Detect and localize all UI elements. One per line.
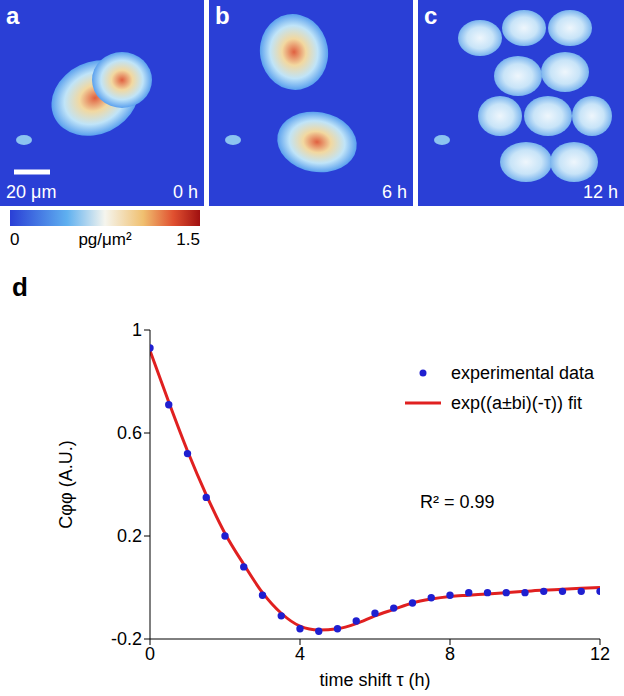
svg-text:time shift τ (h): time shift τ (h): [319, 670, 430, 690]
svg-text:12 h: 12 h: [583, 182, 618, 202]
svg-text:1.5: 1.5: [176, 230, 200, 249]
svg-text:b: b: [215, 2, 230, 29]
svg-text:0: 0: [145, 644, 155, 664]
svg-text:1: 1: [132, 320, 142, 340]
svg-text:0.6: 0.6: [117, 423, 142, 443]
svg-text:Cφφ (A.U.): Cφφ (A.U.): [56, 440, 76, 528]
html-text:exp((a±bi)(-τ)) fit: exp((a±bi)(-τ)) fit: [450, 392, 582, 413]
svg-text:12: 12: [590, 644, 610, 664]
html-text:experimental data: experimental data: [450, 362, 594, 383]
svg-text:20 μm: 20 μm: [6, 182, 56, 202]
svg-text:0 h: 0 h: [173, 182, 198, 202]
html-text:R² = 0.99: R² = 0.99: [420, 492, 495, 512]
html-text:d: d: [12, 272, 28, 302]
svg-text:pg/μm²: pg/μm²: [78, 230, 132, 249]
svg-text:4: 4: [295, 644, 305, 664]
svg-text:0.2: 0.2: [117, 526, 142, 546]
svg-text:8: 8: [445, 644, 455, 664]
svg-text:a: a: [6, 2, 20, 29]
svg-text:-0.2: -0.2: [111, 629, 142, 649]
svg-text:0: 0: [10, 230, 19, 249]
svg-text:c: c: [424, 2, 437, 29]
svg-text:6 h: 6 h: [382, 182, 407, 202]
